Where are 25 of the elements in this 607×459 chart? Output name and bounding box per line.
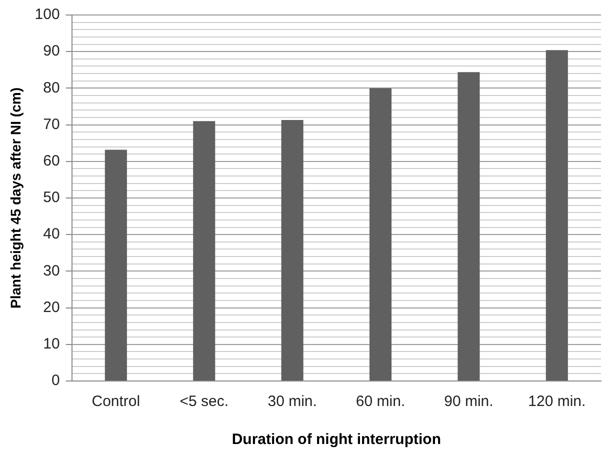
y-tick-label: 30	[43, 262, 60, 280]
bar	[104, 150, 127, 380]
x-tick-label: <5 sec.	[180, 393, 229, 410]
x-tick-label: 30 min.	[268, 393, 317, 410]
x-tick-label: 90 min.	[444, 393, 494, 410]
x-tick-label: 120 min.	[528, 393, 586, 410]
x-tick-label: Control	[92, 393, 140, 410]
bar	[546, 50, 568, 380]
y-tick-label: 40	[43, 226, 60, 243]
bar	[458, 72, 480, 380]
bar	[369, 88, 392, 380]
y-tick-label: 20	[43, 298, 60, 316]
y-tick-label: 0	[51, 372, 60, 390]
y-tick-label: 10	[43, 336, 60, 353]
y-tick-label: 100	[34, 6, 60, 24]
y-tick-label: 60	[43, 152, 60, 170]
y-axis-title: Plant height 45 days after NI (cm)	[7, 88, 24, 308]
y-tick-label: 90	[43, 42, 60, 60]
x-axis-title: Duration of night interruption	[232, 431, 441, 448]
bar	[193, 121, 216, 380]
y-tick-label: 50	[43, 189, 60, 206]
y-tick-label: 70	[43, 116, 60, 133]
x-tick-label: 60 min.	[356, 393, 406, 410]
y-tick-label: 80	[43, 79, 60, 96]
bar	[281, 120, 304, 380]
